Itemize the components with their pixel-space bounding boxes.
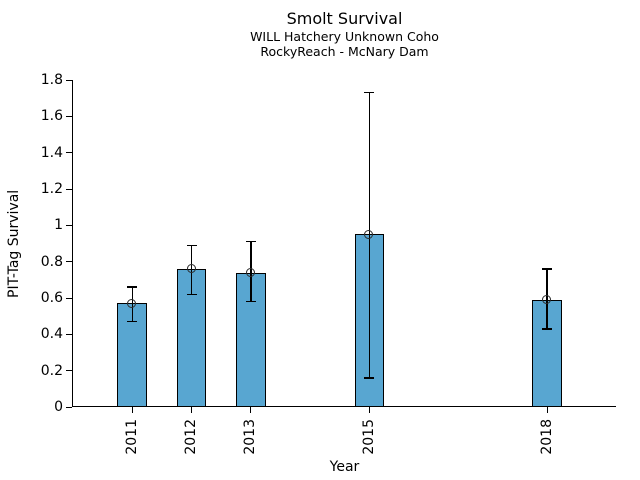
- chart-subtitle-line2: RockyReach - McNary Dam: [260, 44, 429, 59]
- y-tick: [66, 370, 72, 372]
- y-tick-label: 1.2: [40, 181, 63, 197]
- y-tick-label: 1.4: [40, 144, 63, 161]
- y-tick-label: 0: [54, 399, 63, 415]
- y-tick: [66, 333, 72, 335]
- y-tick-label: 0.4: [40, 326, 63, 343]
- data-point-marker: [186, 264, 196, 274]
- y-tick: [66, 406, 72, 408]
- y-tick-label: 1: [54, 217, 63, 234]
- x-axis-line: [72, 406, 616, 407]
- x-tick-label: 2013: [242, 419, 259, 455]
- error-bar-cap-bottom: [542, 328, 553, 330]
- chart-title: Smolt Survival: [286, 9, 403, 28]
- x-tick-label: 2018: [538, 419, 555, 455]
- y-axis-line: [72, 80, 73, 407]
- x-tick-label: 2011: [123, 419, 140, 455]
- error-bar-cap-bottom: [186, 293, 197, 296]
- error-bar-cap-bottom: [364, 377, 375, 379]
- y-tick: [66, 261, 72, 263]
- data-point-marker: [245, 267, 255, 277]
- y-tick: [66, 115, 72, 117]
- error-bar-cap-bottom: [127, 320, 138, 323]
- y-tick-label: 1.6: [40, 108, 63, 125]
- x-tick: [250, 407, 252, 413]
- y-tick: [66, 224, 72, 226]
- bar-2018: [532, 299, 563, 407]
- error-bar-cap-top: [364, 91, 375, 94]
- chart-subtitle-line1: WILL Hatchery Unknown Coho: [250, 29, 439, 44]
- data-point-marker: [364, 229, 374, 239]
- y-tick-label: 0.8: [40, 253, 63, 270]
- x-tick-label: 2015: [360, 419, 377, 455]
- y-tick-label: 0.6: [40, 290, 63, 306]
- y-tick: [66, 79, 72, 81]
- y-tick-label: 1.8: [40, 72, 63, 88]
- x-tick: [546, 407, 548, 413]
- y-tick: [66, 297, 72, 299]
- error-bar-cap-top: [186, 244, 197, 247]
- x-axis-label: Year: [329, 459, 360, 475]
- y-tick-label: 0.2: [40, 362, 63, 379]
- x-tick: [131, 407, 133, 413]
- y-tick: [66, 188, 72, 190]
- error-bar-cap-top: [245, 240, 256, 243]
- x-tick: [191, 407, 193, 413]
- x-tick: [368, 407, 370, 413]
- data-point-marker: [127, 298, 137, 308]
- error-bar-cap-bottom: [245, 300, 256, 303]
- bar-2013: [236, 272, 266, 407]
- error-bar-cap-top: [127, 286, 138, 288]
- data-point-marker: [542, 294, 552, 304]
- x-tick-label: 2012: [183, 419, 200, 455]
- y-tick: [66, 152, 72, 154]
- error-bar-cap-top: [542, 268, 553, 270]
